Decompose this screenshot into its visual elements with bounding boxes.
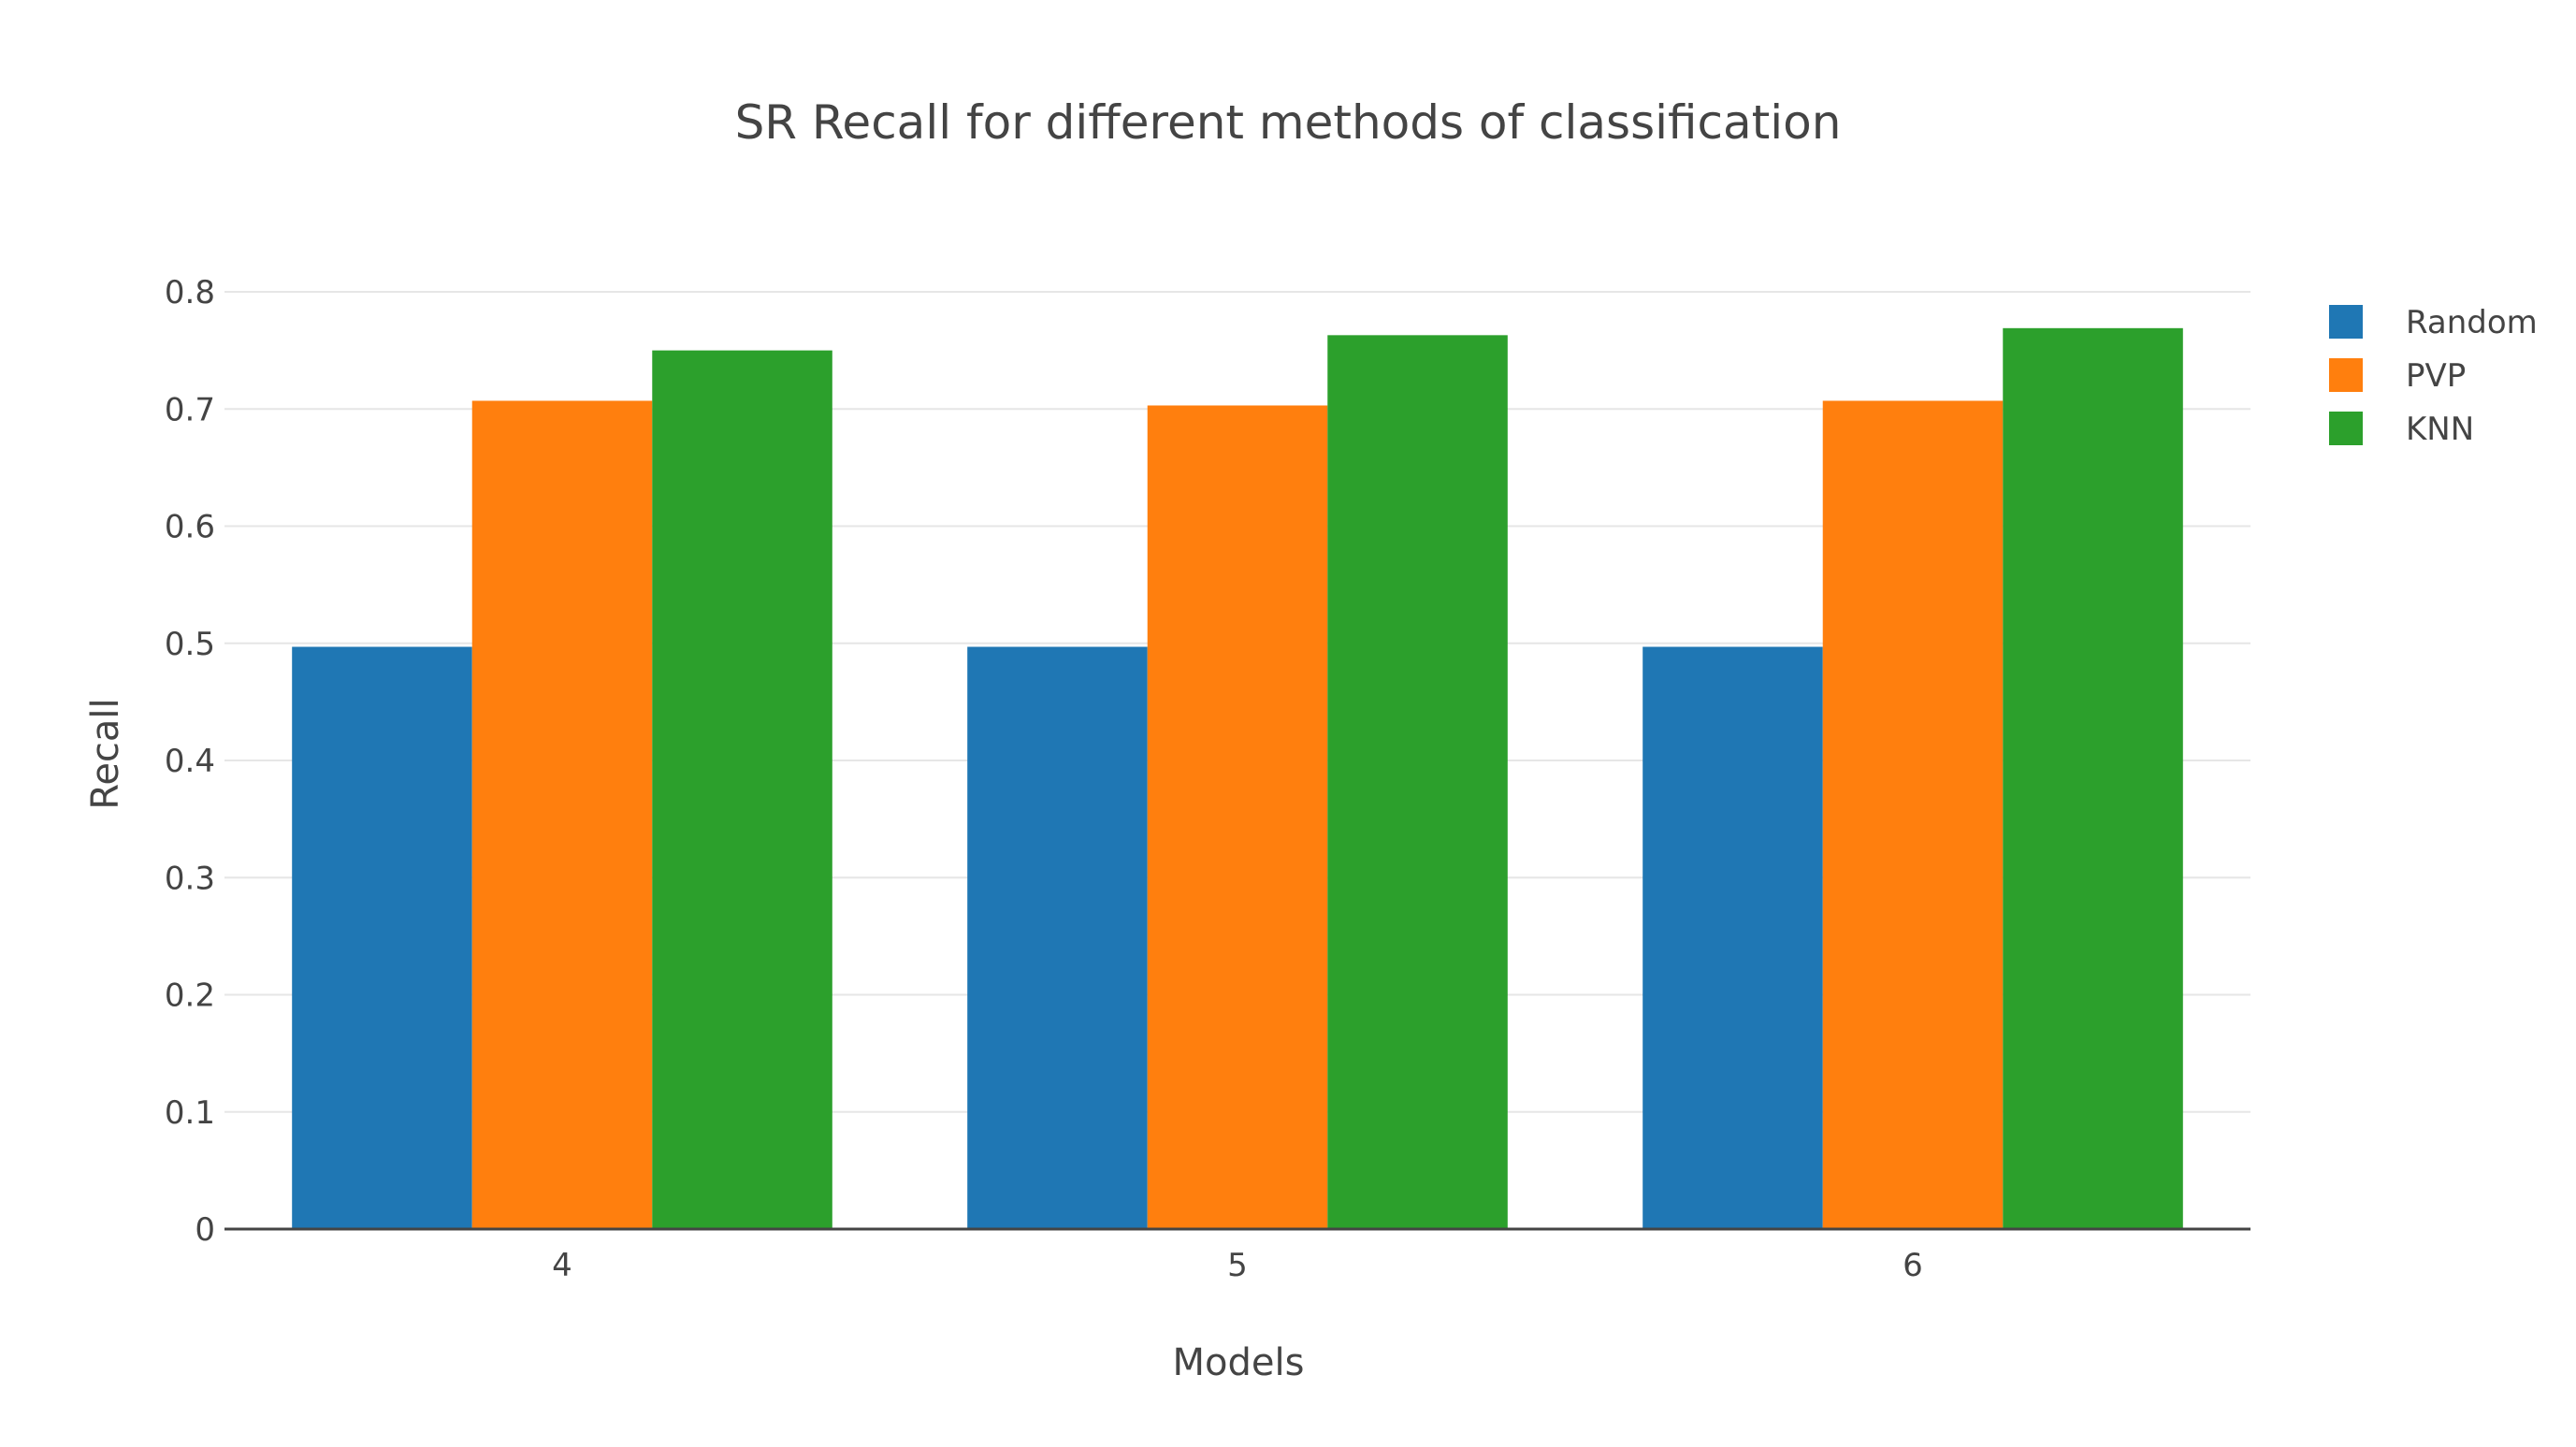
- legend-label-random: Random: [2406, 304, 2538, 341]
- bar-knn-6: [2003, 327, 2183, 1229]
- x-tick-label: 4: [552, 1247, 572, 1284]
- legend: Random PVP KNN: [2329, 304, 2538, 448]
- x-tick-label: 6: [1903, 1247, 1923, 1284]
- y-tick-label: 0.6: [165, 509, 215, 546]
- legend-swatch-random: [2329, 305, 2363, 339]
- bar-knn-4: [652, 350, 832, 1229]
- bar-pvp-6: [1822, 400, 2004, 1229]
- bars: [292, 327, 2183, 1229]
- y-tick-label: 0.5: [165, 626, 215, 663]
- legend-label-pvp: PVP: [2406, 357, 2466, 395]
- x-tick-labels: 4 5 6: [552, 1247, 1923, 1284]
- x-axis-title: Models: [1173, 1341, 1305, 1384]
- y-tick-label: 0.8: [165, 274, 215, 311]
- chart-title: SR Recall for different methods of class…: [735, 95, 1842, 150]
- legend-swatch-knn: [2329, 412, 2363, 445]
- bar-pvp-5: [1147, 405, 1328, 1229]
- y-tick-labels: 0 0.1 0.2 0.3 0.4 0.5 0.6 0.7 0.8: [165, 274, 215, 1249]
- legend-swatch-pvp: [2329, 358, 2363, 392]
- y-tick-label: 0.4: [165, 743, 215, 780]
- bar-random-5: [967, 646, 1148, 1229]
- y-tick-label: 0.3: [165, 860, 215, 897]
- bar-pvp-4: [471, 400, 653, 1229]
- bar-knn-5: [1327, 335, 1508, 1229]
- legend-label-knn: KNN: [2406, 411, 2474, 448]
- bar-random-4: [292, 646, 472, 1229]
- y-tick-label: 0.1: [165, 1094, 215, 1132]
- y-tick-label: 0.7: [165, 391, 215, 428]
- y-tick-label: 0.2: [165, 977, 215, 1015]
- bar-random-6: [1643, 646, 1823, 1229]
- y-tick-label: 0: [195, 1211, 215, 1249]
- x-tick-label: 5: [1227, 1247, 1248, 1284]
- y-axis-title: Recall: [84, 698, 127, 809]
